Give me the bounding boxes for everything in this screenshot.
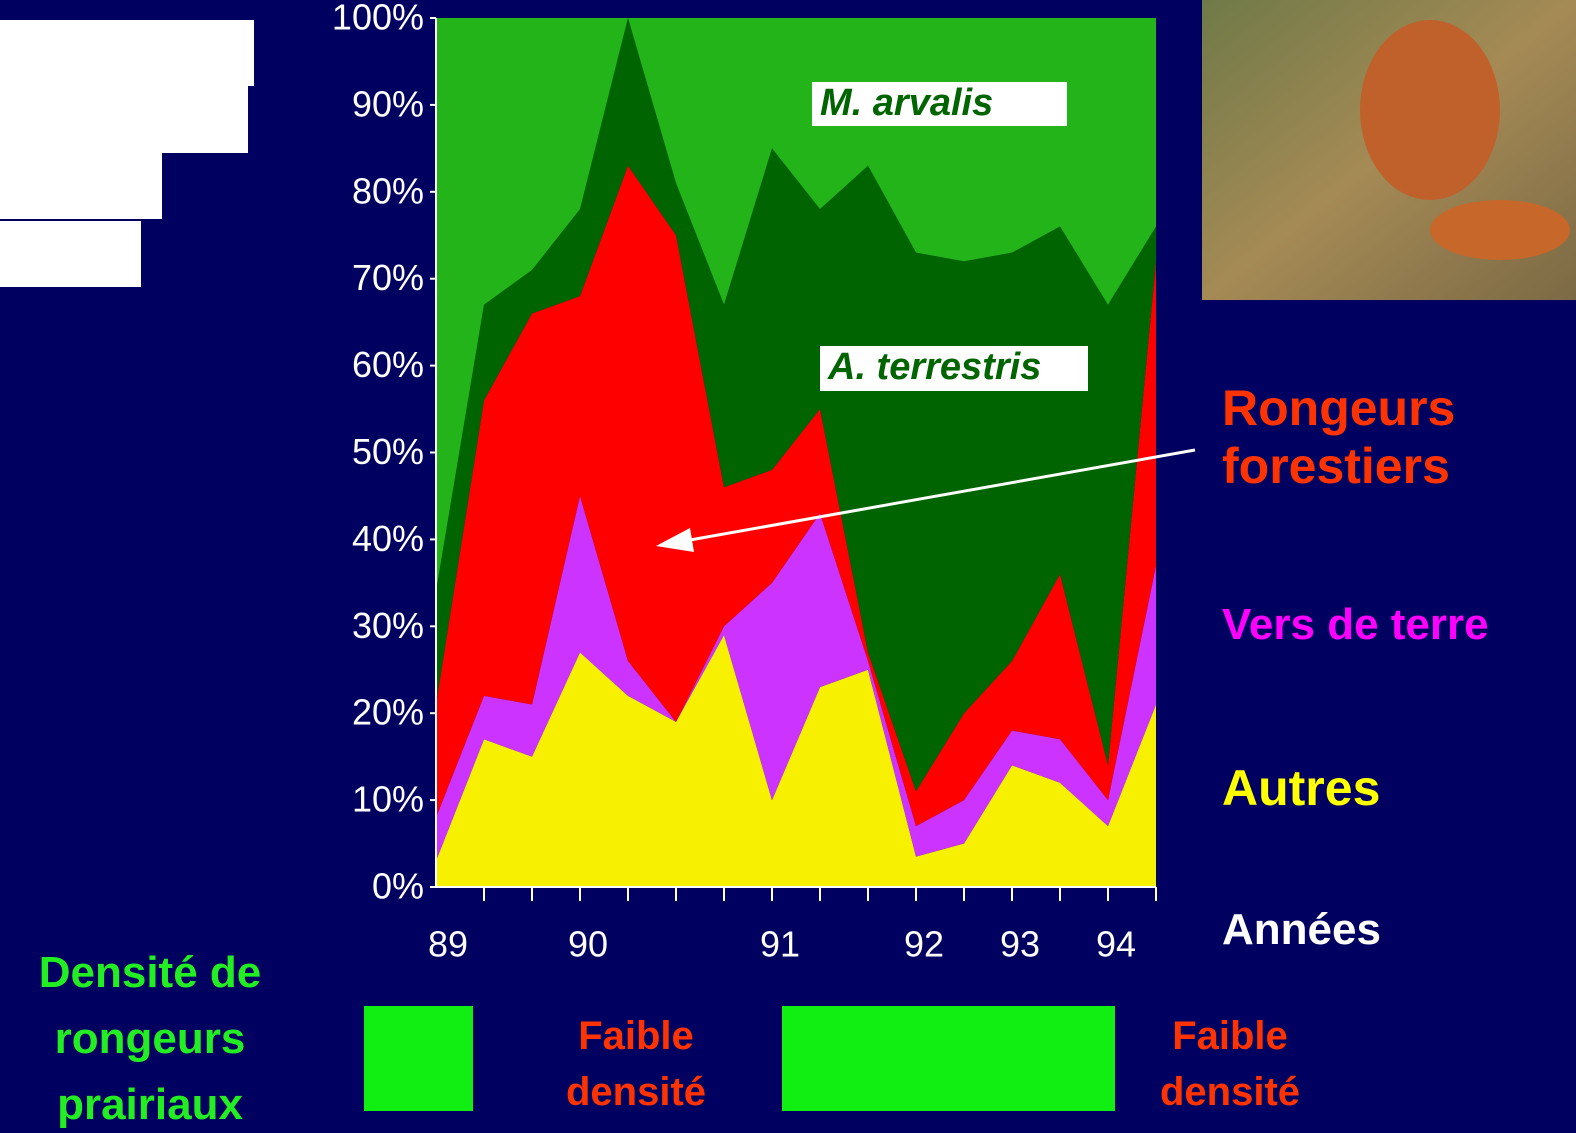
y-tick-label: 90%: [352, 83, 424, 124]
cover-box: [0, 86, 248, 153]
photo-fox: [1360, 20, 1500, 200]
series-label: A. terrestris: [827, 346, 1041, 388]
x-tick-label: 93: [1000, 924, 1040, 965]
y-tick-label: 50%: [352, 431, 424, 472]
y-tick-label: 70%: [352, 257, 424, 298]
y-tick-label: 30%: [352, 605, 424, 646]
density-title: Densité de rongeurs prairiaux: [0, 940, 300, 1133]
legend-label: Rongeurs forestiers: [1222, 380, 1542, 495]
y-tick-label: 60%: [352, 344, 424, 385]
y-tick-label: 20%: [352, 692, 424, 733]
legend-label: Autres: [1222, 760, 1380, 818]
density-label: Faible densité: [1130, 1008, 1330, 1120]
x-tick-label: 94: [1096, 924, 1136, 965]
density-box: [364, 1006, 473, 1111]
density-box: [782, 1006, 1115, 1111]
x-tick-label: 90: [568, 924, 608, 965]
cover-box: [0, 153, 162, 219]
y-tick-label: 40%: [352, 518, 424, 559]
photo-fox: [1430, 200, 1570, 260]
legend-label: Vers de terre: [1222, 600, 1489, 651]
y-tick-label: 0%: [372, 866, 424, 907]
series-label: M. arvalis: [820, 82, 993, 124]
y-tick-label: 80%: [352, 170, 424, 211]
cover-box: [0, 221, 141, 287]
y-tick-label: 10%: [352, 779, 424, 820]
slide: 0% 10% 20% 30% 40% 50% 60% 70% 80% 90% 100% 89 90 91 9…: [0, 0, 1576, 1133]
x-axis-label: Années: [1222, 905, 1381, 956]
x-tick-label: 91: [760, 924, 800, 965]
x-tick-label: 92: [904, 924, 944, 965]
density-label: Faible densité: [536, 1008, 736, 1120]
y-tick-label: 100%: [332, 0, 424, 38]
x-tick-label: 89: [428, 924, 468, 965]
cover-box: [0, 20, 254, 86]
